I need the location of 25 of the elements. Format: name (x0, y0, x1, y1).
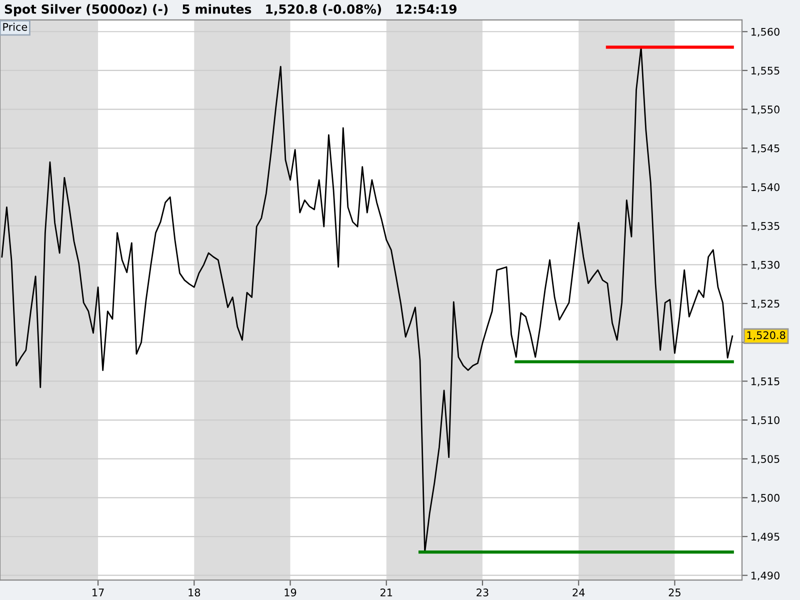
y-tick-label: 1,500 (751, 494, 780, 503)
x-tick-label: 21 (380, 588, 392, 596)
y-tick-label: 1,550 (751, 106, 780, 114)
x-tick-label: 18 (188, 588, 200, 596)
chart-title: Spot Silver (5000oz) (-) 5 minutes 1,520.8 (-0.08%) 12:54:19 (4, 4, 457, 16)
y-tick-label: 1,545 (751, 144, 780, 154)
annotation: Price (3, 22, 28, 31)
y-tick-label: 1,515 (751, 378, 780, 386)
y-tick-label: 1,525 (751, 300, 780, 309)
line-series (1, 46, 734, 553)
y-tick-label: 1,530 (751, 260, 780, 270)
x-tick-label: 24 (572, 588, 585, 596)
text: 1,520.8 (747, 331, 786, 340)
y-tick-label: 1,495 (751, 532, 780, 542)
y-tick-label: 1,555 (751, 66, 780, 76)
y-tick-label: 1,560 (751, 28, 780, 37)
x-tick-label: 17 (92, 588, 104, 596)
y-tick-label: 1,510 (751, 416, 780, 426)
y-tick-label: 1,505 (751, 455, 780, 464)
y-tick-label: 1,535 (751, 222, 780, 231)
y-tick-label: 1,540 (751, 183, 780, 192)
x-tick-label: 19 (284, 588, 296, 596)
x-tick-label: 23 (476, 588, 488, 596)
y-tick-label: 1,490 (751, 572, 780, 581)
x-tick-label: 25 (668, 588, 680, 596)
